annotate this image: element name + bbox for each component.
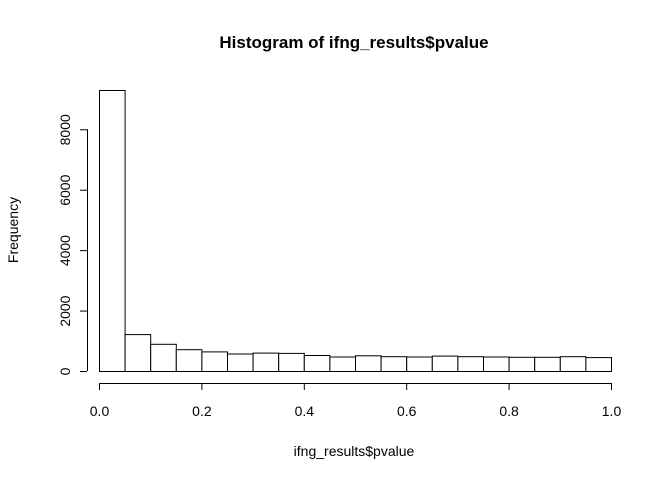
histogram-bar [303, 355, 331, 372]
histogram-bar [508, 356, 536, 372]
x-axis: 0.0 0.2 0.4 0.6 0.8 1.0 [90, 383, 622, 419]
y-tick-label: 6000 [57, 174, 73, 205]
histogram-bar [483, 356, 510, 372]
histogram-bar [99, 90, 126, 372]
histogram-bar [355, 355, 382, 372]
x-tick-label: 0.8 [499, 403, 519, 419]
x-axis-label: ifng_results$pvalue [294, 443, 415, 459]
y-tick-label: 2000 [57, 295, 73, 326]
histogram-bar [457, 356, 484, 373]
chart-title: Histogram of ifng_results$pvalue [219, 33, 488, 52]
x-tick-label: 0.6 [397, 403, 417, 419]
x-tick-label: 1.0 [602, 403, 622, 419]
histogram-bar [406, 356, 433, 372]
histogram-bar [201, 351, 228, 372]
histogram-bar [380, 356, 408, 373]
x-tick-label: 0.0 [90, 403, 110, 419]
y-tick-label: 0 [57, 367, 73, 375]
histogram-bar [175, 349, 203, 373]
histogram-bar [252, 352, 280, 373]
y-axis: 0 2000 4000 6000 8000 [57, 114, 88, 375]
x-tick-label: 0.4 [295, 403, 315, 419]
histogram-bar [534, 356, 561, 372]
histogram-bar [124, 334, 152, 373]
histogram-bar [329, 356, 356, 372]
y-axis-label: Frequency [5, 197, 21, 263]
histogram-bar [559, 356, 587, 373]
histogram-bar [227, 353, 254, 372]
x-tick-label: 0.2 [192, 403, 212, 419]
bar-group [99, 90, 613, 373]
y-tick-label: 8000 [57, 114, 73, 145]
histogram-bar [431, 355, 459, 373]
histogram-bar [278, 352, 305, 372]
histogram-bar [150, 343, 177, 372]
y-tick-label: 4000 [57, 235, 73, 266]
histogram-bar [585, 357, 613, 373]
